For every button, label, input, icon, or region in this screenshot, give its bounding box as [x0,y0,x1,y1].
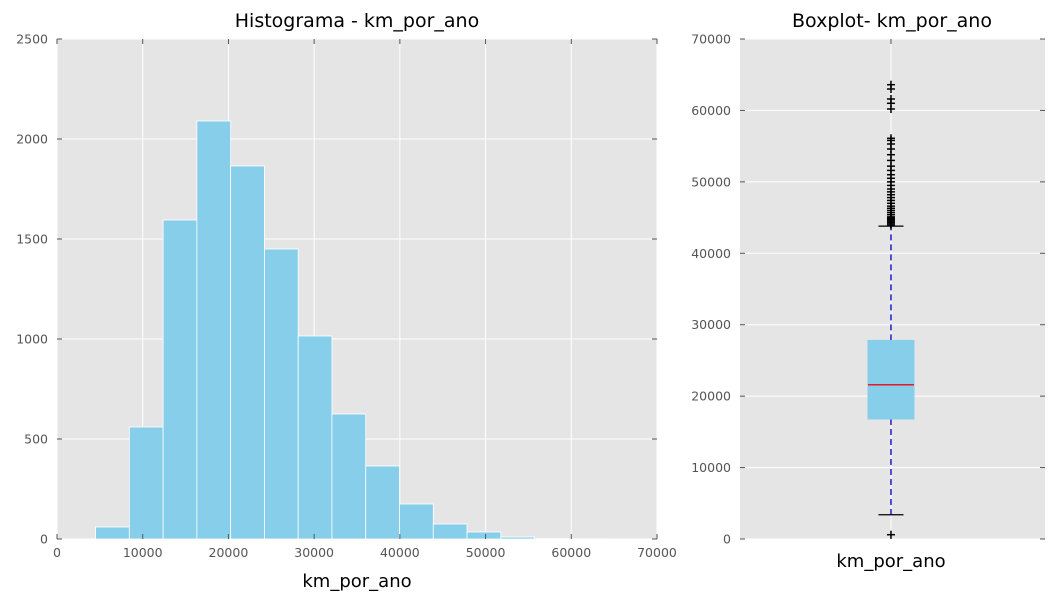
histogram-bar [500,536,536,540]
boxplot-y-tick-label: 30000 [691,317,731,332]
boxplot-y-tick-label: 20000 [691,389,731,404]
histogram-x-tick-label: 30000 [294,545,334,560]
histogram-bars [95,120,603,540]
histogram-x-tick-label: 60000 [551,545,591,560]
histogram-bar [264,248,299,540]
boxplot-tick-marks [740,38,1045,540]
boxplot-flier [886,530,895,539]
histogram-x-tick-labels: 0 10000 20000 30000 40000 50000 60000 70000 [53,545,677,560]
histogram-bar [466,531,502,540]
boxplot-y-tick-label: 70000 [691,32,731,47]
histogram-y-tick-label: 0 [40,532,48,547]
histogram-y-tick-label: 2500 [16,32,48,47]
histogram-bar [331,413,367,540]
boxplot-y-tick-label: 60000 [691,103,731,118]
histogram-bar [365,465,400,540]
boxplot-body [867,225,915,516]
histogram-y-tick-labels: 0 500 1000 1500 2000 2500 [16,32,48,547]
histogram-x-tick-label: 10000 [123,545,163,560]
boxplot-box [867,339,915,420]
histogram-bar [399,503,434,540]
boxplot-y-tick-label: 0 [723,532,731,547]
histogram-bar [162,219,198,540]
histogram-bar [196,120,232,540]
boxplot-flier [886,95,895,103]
histogram-bar [297,335,333,540]
boxplot-x-axis-label: km_por_ano [836,551,945,572]
histogram-x-tick-label: 40000 [380,545,420,560]
boxplot-y-tick-label: 40000 [691,246,731,261]
histogram-panel: 0 10000 20000 30000 40000 50000 60000 70000 0 50… [16,10,677,592]
histogram-tick-marks [56,38,658,540]
histogram-bar [128,426,164,540]
histogram-x-tick-label: 70000 [637,545,677,560]
histogram-bar [230,165,265,540]
histogram-x-tick-label: 50000 [466,545,506,560]
boxplot-fliers [886,80,895,539]
boxplot-flier [886,134,895,143]
boxplot-flier [886,80,895,89]
boxplot-y-tick-label: 10000 [691,460,731,475]
boxplot-y-tick-labels: 0 10000 20000 30000 40000 50000 60000 70000 [691,32,731,547]
histogram-y-tick-label: 500 [24,432,48,447]
boxplot-y-tick-label: 50000 [691,174,731,189]
histogram-x-tick-label: 0 [53,545,61,560]
boxplot-title: Boxplot- km_por_ano [792,10,992,32]
histogram-x-tick-label: 20000 [209,545,249,560]
histogram-bar [95,526,130,540]
histogram-y-tick-label: 1000 [16,332,48,347]
histogram-bar [432,523,468,540]
histogram-title: Histograma - km_por_ano [235,10,479,32]
histogram-x-axis-label: km_por_ano [302,571,411,592]
histogram-y-tick-label: 2000 [16,132,48,147]
boxplot-plot-area [740,39,1045,539]
histogram-y-tick-label: 1500 [16,232,48,247]
boxplot-panel: 0 10000 20000 30000 40000 50000 60000 70000 Box… [691,10,1045,572]
